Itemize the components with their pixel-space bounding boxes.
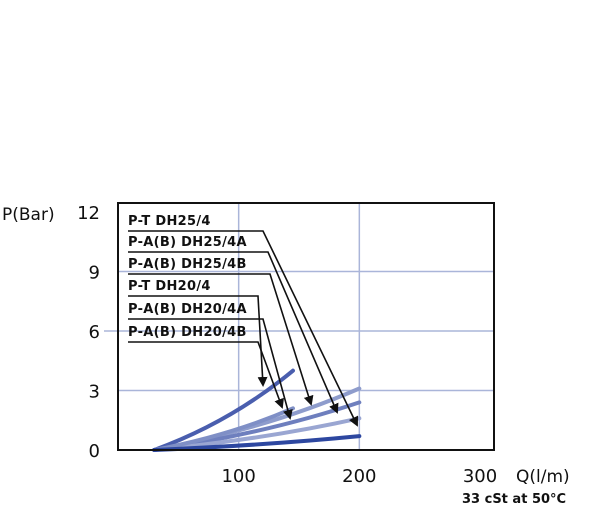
legend-leader-arrow [128,341,284,409]
series-line [152,368,295,452]
legend-label: P-T DH25/4 [128,214,211,229]
viscosity-note: 33 cSt at 50°C [462,492,566,507]
series-line [152,434,362,452]
legend-leader-arrow [128,295,268,387]
legend-leader-arrow [128,230,359,427]
legend-label: P-A(B) DH20/4A [128,302,247,317]
x-axis-label: Q(l/m) [516,467,570,487]
legend-label: P-A(B) DH25/4A [128,235,247,250]
y-axis-label: P(Bar) [2,205,55,225]
legend-leader-arrow [128,273,314,406]
legend-leader-arrow [128,318,293,420]
y-tick-label: 3 [89,382,100,403]
x-tick-label: 200 [342,466,376,487]
x-tick-label: 100 [221,466,255,487]
y-tick-label: 6 [89,322,100,343]
axis-ticks: 0 3 6 9 12 100 200 300 [77,203,497,487]
y-tick-label: 9 [89,263,100,284]
legend-label: P-A(B) DH20/4B [128,325,247,340]
legend-label: P-A(B) DH25/4B [128,257,247,272]
x-tick-label: 300 [463,466,497,487]
series-lines [152,368,362,452]
legend-leader-arrow [128,251,339,414]
y-tick-label: 12 [77,203,100,224]
legend-label: P-T DH20/4 [128,279,211,294]
legend: P-T DH25/4 P-A(B) DH25/4A P-A(B) DH25/4B P-… [128,214,359,427]
series-line [152,406,295,452]
plot-frame [117,202,495,451]
y-tick-label: 0 [89,441,100,462]
